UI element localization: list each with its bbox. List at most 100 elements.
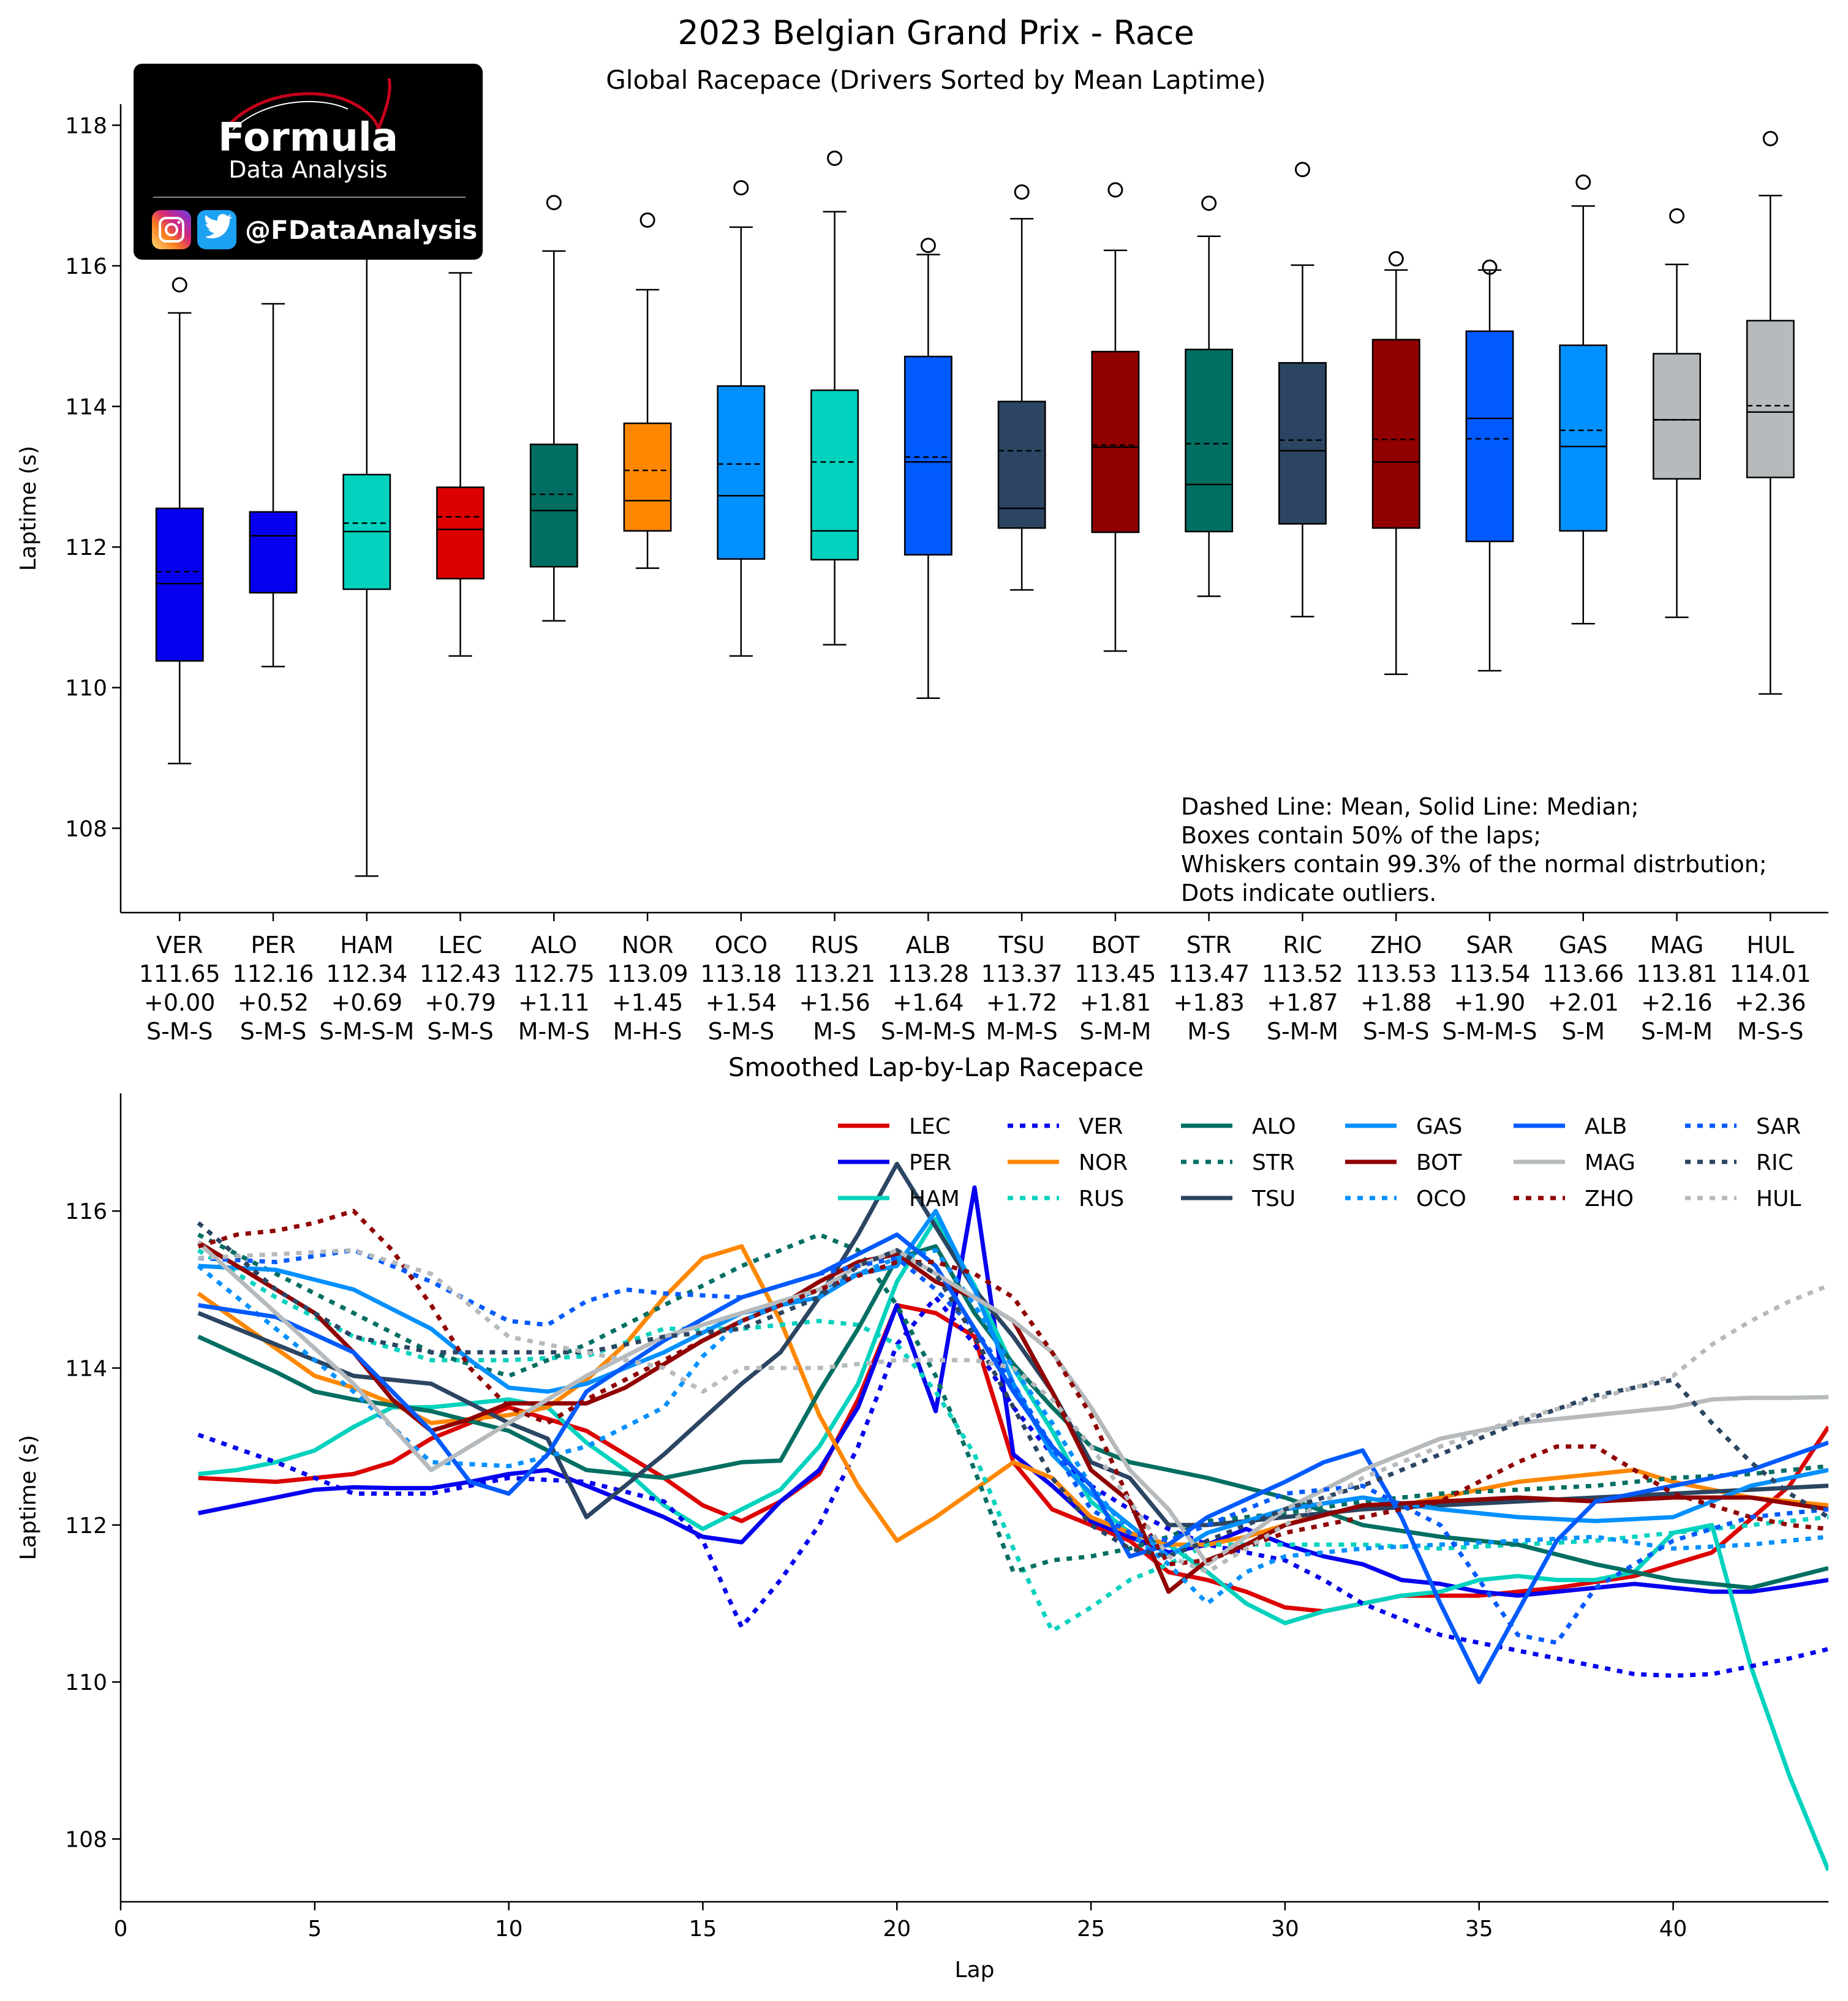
- y-axis-label: Laptime (s): [16, 1435, 41, 1561]
- driver-gap: +1.64: [892, 989, 964, 1016]
- driver-strategy: S-M: [1561, 1018, 1605, 1045]
- driver-code: HAM: [340, 932, 393, 959]
- logo-badge: Formula Data Analysis @FDataAnalysis: [134, 64, 483, 260]
- iqr-box: [1559, 344, 1608, 532]
- x-tick-label: 15: [689, 1916, 717, 1942]
- driver-mean: 112.16: [233, 960, 314, 987]
- driver-mean: 113.81: [1636, 960, 1718, 987]
- x-tick-label: 0: [114, 1916, 128, 1942]
- driver-gap: +1.54: [706, 989, 777, 1016]
- iqr-box: [903, 355, 952, 556]
- box-tsu: [997, 184, 1046, 591]
- twitter-icon: [197, 210, 236, 249]
- driver-mean: 111.65: [139, 960, 221, 987]
- driver-mean: 113.28: [888, 960, 969, 987]
- driver-gap: +0.69: [331, 989, 402, 1016]
- x-tick-label-per: PER 112.16 +0.52 S-M-S: [233, 932, 314, 1045]
- linechart-marks: [197, 1161, 1828, 1872]
- driver-mean: 113.52: [1262, 960, 1343, 987]
- logo-tagline: Data Analysis: [228, 156, 387, 183]
- driver-mean: 112.34: [326, 960, 407, 987]
- driver-mean: 113.09: [607, 960, 688, 987]
- driver-code: STR: [1186, 932, 1232, 959]
- driver-gap: +0.79: [424, 989, 496, 1016]
- iqr-box: [717, 385, 766, 560]
- driver-gap: +1.72: [986, 989, 1057, 1016]
- legend-label-oco: OCO: [1416, 1186, 1466, 1212]
- x-tick-label: 25: [1077, 1916, 1105, 1942]
- driver-gap: +0.00: [144, 989, 215, 1016]
- driver-gap: +1.45: [612, 989, 683, 1016]
- driver-code: GAS: [1559, 932, 1608, 959]
- outlier-dot: [827, 150, 843, 166]
- box-ric: [1278, 162, 1327, 618]
- logo-swoosh: [225, 78, 391, 134]
- box-lec: [436, 272, 485, 657]
- outlier-dot: [546, 195, 562, 211]
- x-tick-label-tsu: TSU 113.37 +1.72 M-M-S: [981, 932, 1063, 1045]
- iqr-box: [436, 486, 485, 580]
- driver-mean: 113.18: [700, 960, 782, 987]
- x-tick-label: 20: [883, 1916, 911, 1942]
- iqr-box: [155, 507, 204, 662]
- logo-handle: @FDataAnalysis: [245, 215, 477, 245]
- legend-label-sar: SAR: [1756, 1114, 1801, 1139]
- box-zho: [1371, 251, 1420, 676]
- driver-strategy: S-M-M-S: [1443, 1018, 1537, 1045]
- driver-strategy: S-M-S-M: [319, 1018, 414, 1045]
- series-line-ver: [197, 1295, 1828, 1678]
- series-line-sar: [198, 1248, 1828, 1645]
- driver-strategy: S-M-S: [708, 1018, 774, 1045]
- box-mag: [1653, 208, 1701, 619]
- driver-gap: +1.56: [799, 989, 870, 1016]
- iqr-box: [810, 389, 859, 561]
- y-tick-label: 108: [65, 1827, 107, 1852]
- outlier-dot: [1014, 184, 1030, 200]
- x-tick-label: 40: [1659, 1916, 1688, 1942]
- figure-title: 2023 Belgian Grand Prix - Race: [677, 13, 1194, 52]
- boxplot-note: Dashed Line: Mean, Solid Line: Median;Bo…: [1181, 793, 1767, 906]
- boxplot-title: Global Racepace (Drivers Sorted by Mean …: [606, 65, 1265, 95]
- outlier-dot: [1201, 195, 1217, 211]
- x-tick-label-alo: ALO 112.75 +1.11 M-M-S: [513, 932, 595, 1045]
- series-line-alo: [197, 1244, 1828, 1590]
- driver-strategy: S-M-M-S: [881, 1018, 976, 1045]
- driver-strategy: S-M-M: [1267, 1018, 1338, 1045]
- series-line-str: [197, 1232, 1828, 1575]
- series-line-ric: [197, 1221, 1828, 1559]
- note-line: Boxes contain 50% of the laps;: [1181, 822, 1541, 849]
- outlier-dot: [1762, 130, 1778, 146]
- driver-gap: +2.01: [1548, 989, 1619, 1016]
- iqr-box: [1371, 339, 1420, 529]
- outlier-dot: [733, 180, 749, 196]
- driver-code: HUL: [1747, 932, 1795, 959]
- y-tick-label: 112: [65, 1513, 107, 1539]
- driver-strategy: M-S: [1187, 1018, 1231, 1045]
- driver-code: BOT: [1092, 932, 1140, 959]
- x-tick-label-zho: ZHO 113.53 +1.88 S-M-S: [1356, 932, 1437, 1045]
- x-tick-label-hul: HUL 114.01 +2.36 M-S-S: [1730, 932, 1811, 1045]
- outlier-dot: [1482, 259, 1498, 275]
- driver-gap: +1.90: [1454, 989, 1525, 1016]
- x-tick-label: 10: [495, 1916, 523, 1942]
- y-tick-label: 114: [65, 1357, 107, 1382]
- legend-label-per: PER: [909, 1150, 951, 1175]
- x-tick-label-ric: RIC 113.52 +1.87 S-M-M: [1262, 932, 1343, 1045]
- legend-label-ric: RIC: [1756, 1150, 1793, 1175]
- box-ham: [342, 251, 391, 877]
- driver-strategy: M-H-S: [613, 1018, 682, 1045]
- x-tick-label-lec: LEC 112.43 +0.79 S-M-S: [420, 932, 501, 1045]
- driver-gap: +2.16: [1641, 989, 1712, 1016]
- driver-mean: 113.66: [1542, 960, 1624, 987]
- iqr-box: [997, 401, 1046, 529]
- x-tick-label: 30: [1271, 1916, 1299, 1942]
- box-gas: [1559, 174, 1608, 625]
- linechart-axes: 108 110 112 114 116 0 5 10 15 20 25 30 35 40 Lap Laptim…: [16, 1093, 1828, 1983]
- series-line-oco: [197, 1248, 1828, 1606]
- driver-strategy: S-M-S: [1363, 1018, 1429, 1045]
- driver-mean: 114.01: [1730, 960, 1811, 987]
- y-tick-label: 116: [65, 254, 107, 279]
- iqr-box: [1278, 362, 1327, 525]
- outlier-dot: [639, 212, 655, 228]
